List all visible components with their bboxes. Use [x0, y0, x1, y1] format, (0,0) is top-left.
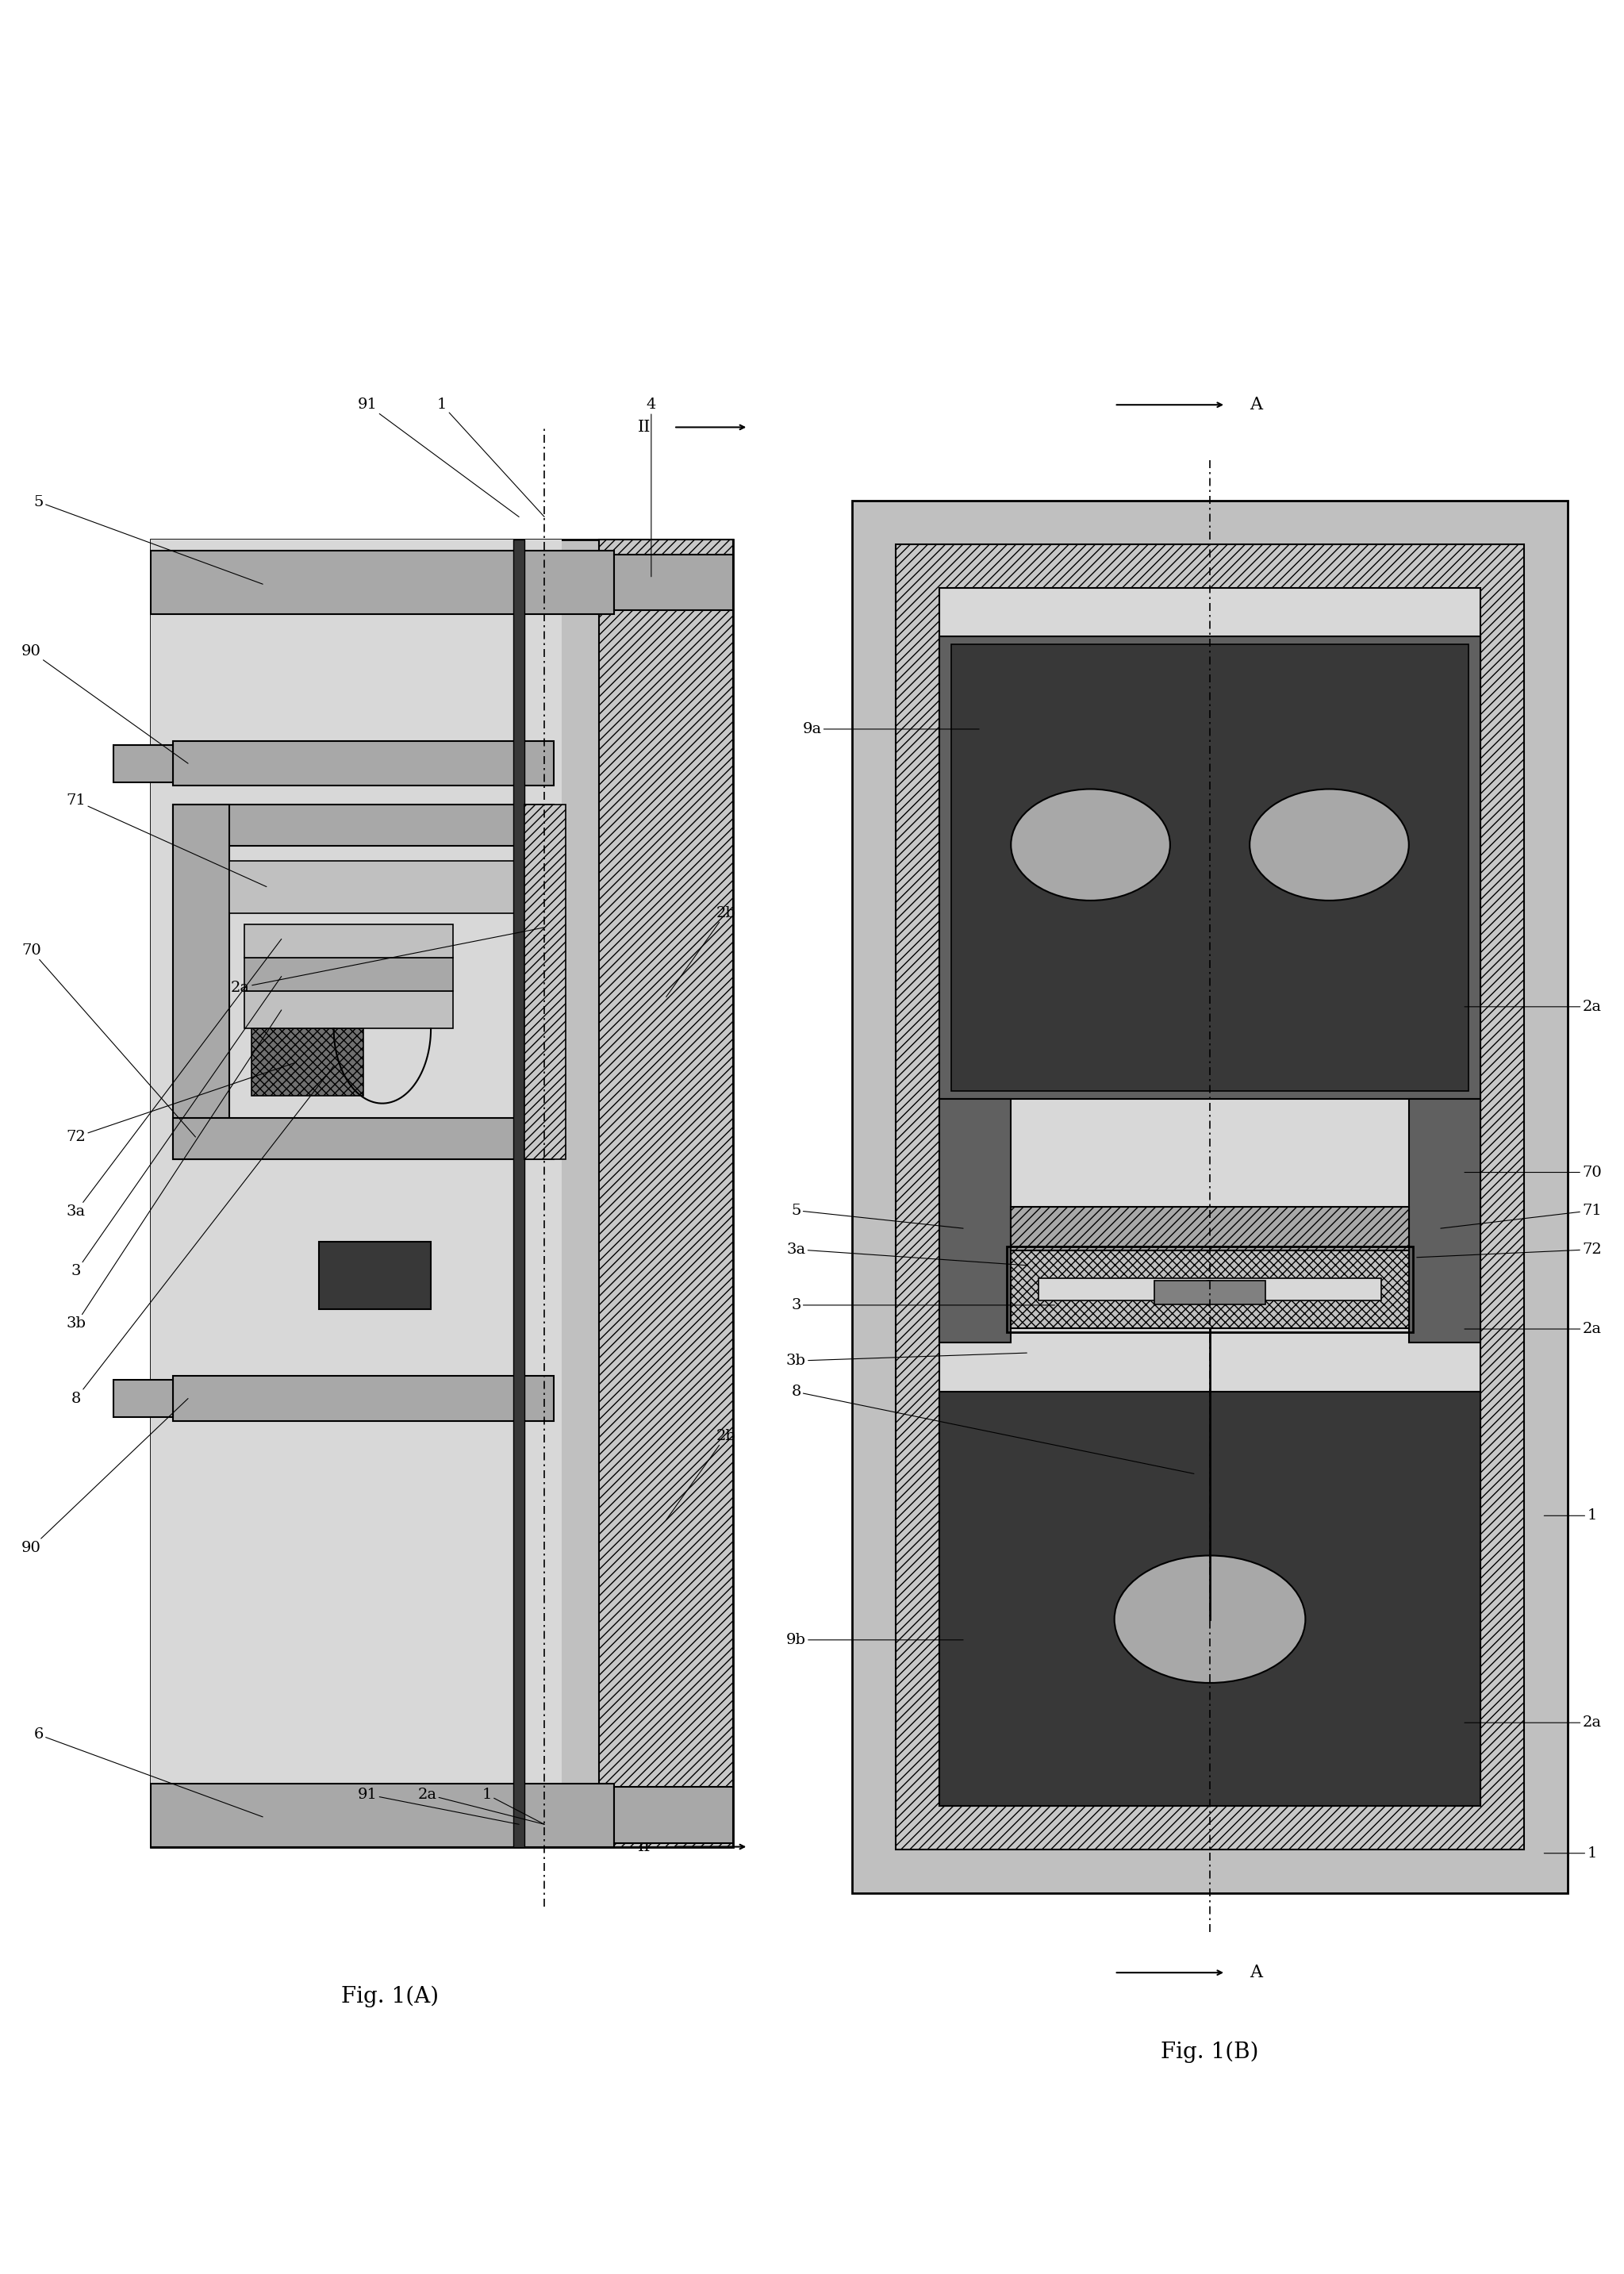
- Text: 72: 72: [1416, 1242, 1601, 1258]
- Text: A: A: [1250, 1965, 1262, 1981]
- Text: 6: 6: [34, 1728, 263, 1817]
- Text: 4: 4: [646, 398, 656, 578]
- Text: 8: 8: [791, 1385, 1194, 1474]
- Text: 71: 71: [1440, 1203, 1601, 1228]
- Bar: [952, 644, 1468, 1092]
- Text: 70: 70: [1465, 1164, 1601, 1180]
- Bar: [614, 1787, 734, 1842]
- Text: 91: 91: [357, 1787, 520, 1824]
- Text: 9a: 9a: [802, 721, 979, 737]
- Bar: [174, 805, 554, 846]
- Bar: [114, 1380, 174, 1417]
- Text: 3: 3: [791, 1298, 1054, 1312]
- Bar: [174, 805, 229, 1160]
- Bar: [229, 846, 554, 1119]
- Text: A: A: [1250, 396, 1262, 414]
- Text: 2a: 2a: [231, 928, 544, 994]
- Ellipse shape: [1010, 789, 1169, 901]
- Ellipse shape: [1114, 1555, 1306, 1683]
- Text: 5: 5: [791, 1203, 963, 1228]
- Text: 3b: 3b: [786, 1353, 1026, 1369]
- Text: 1: 1: [1544, 1508, 1596, 1524]
- Bar: [151, 550, 614, 614]
- Bar: [174, 1376, 554, 1421]
- Text: 90: 90: [21, 1399, 188, 1555]
- Text: 72: 72: [67, 1062, 296, 1144]
- Bar: [1010, 1207, 1410, 1251]
- Bar: [244, 991, 453, 1028]
- Text: 2b: 2b: [666, 905, 736, 996]
- Text: 3a: 3a: [67, 939, 281, 1219]
- Bar: [513, 539, 525, 1846]
- Bar: [939, 589, 1481, 1806]
- Bar: [252, 1028, 364, 1096]
- Bar: [1410, 1098, 1481, 1344]
- Text: 2a: 2a: [417, 1787, 544, 1824]
- Text: 2b: 2b: [666, 1428, 736, 1519]
- Text: 90: 90: [21, 644, 188, 764]
- Bar: [114, 746, 174, 782]
- Text: 91: 91: [357, 398, 520, 516]
- Bar: [525, 805, 565, 1160]
- Bar: [1039, 1278, 1380, 1301]
- Bar: [614, 555, 734, 609]
- Bar: [851, 500, 1567, 1892]
- Bar: [939, 1098, 1010, 1344]
- Text: Fig. 1(B): Fig. 1(B): [1161, 2042, 1259, 2063]
- Bar: [1155, 1280, 1265, 1303]
- Text: 2a: 2a: [1465, 1001, 1601, 1014]
- Bar: [174, 741, 554, 787]
- Text: 2a: 2a: [1465, 1321, 1601, 1337]
- Bar: [1010, 1251, 1410, 1328]
- Text: 3: 3: [71, 976, 281, 1278]
- Text: 3a: 3a: [786, 1242, 1026, 1264]
- Text: 1: 1: [437, 398, 544, 516]
- Bar: [939, 1392, 1481, 1806]
- Bar: [244, 923, 453, 957]
- Bar: [151, 1783, 614, 1846]
- Text: II: II: [638, 1840, 651, 1853]
- Bar: [939, 637, 1481, 1098]
- Text: 2a: 2a: [1465, 1715, 1601, 1731]
- Bar: [151, 539, 562, 1810]
- Text: II: II: [638, 421, 651, 434]
- Text: 5: 5: [34, 496, 263, 584]
- Text: 3b: 3b: [67, 1010, 281, 1330]
- Bar: [244, 957, 453, 991]
- Ellipse shape: [1249, 789, 1410, 901]
- Text: 70: 70: [21, 944, 195, 1137]
- Bar: [229, 860, 516, 912]
- Bar: [318, 1242, 430, 1310]
- Bar: [1199, 1283, 1221, 1294]
- Bar: [895, 543, 1525, 1849]
- Bar: [174, 1119, 554, 1160]
- Bar: [1007, 1246, 1413, 1333]
- Text: 8: 8: [71, 1067, 335, 1405]
- Text: 71: 71: [67, 794, 266, 887]
- Bar: [151, 539, 734, 1846]
- Text: 9b: 9b: [786, 1633, 963, 1646]
- Text: 1: 1: [1544, 1846, 1596, 1860]
- Ellipse shape: [1200, 1280, 1220, 1298]
- Text: 1: 1: [482, 1787, 544, 1824]
- Text: Fig. 1(A): Fig. 1(A): [341, 1985, 438, 2008]
- Bar: [599, 539, 734, 1846]
